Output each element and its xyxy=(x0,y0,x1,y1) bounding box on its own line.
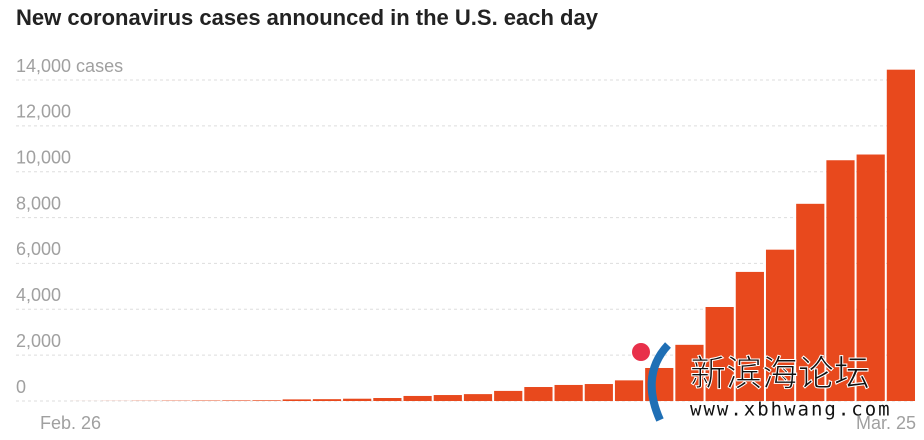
y-tick-label: 12,000 xyxy=(16,102,71,122)
bar xyxy=(222,400,251,401)
bar xyxy=(494,390,523,401)
y-tick-label: 4,000 xyxy=(16,285,61,305)
bar xyxy=(403,395,432,401)
bar xyxy=(252,400,281,401)
y-tick-label: 6,000 xyxy=(16,239,61,259)
x-tick-label: Mar. 25 xyxy=(856,413,916,433)
bar xyxy=(584,384,613,401)
watermark-name: 新滨海论坛 xyxy=(690,353,870,394)
bar xyxy=(675,344,704,401)
bar xyxy=(886,69,915,402)
y-tick-label: 8,000 xyxy=(16,193,61,213)
bar xyxy=(373,398,402,401)
bar xyxy=(312,399,342,401)
bar xyxy=(433,395,462,401)
watermark-dot xyxy=(632,343,650,361)
y-tick-label: 0 xyxy=(16,377,26,397)
bar xyxy=(554,384,583,401)
y-tick-label: 14,000 cases xyxy=(16,56,123,76)
chart-title: New coronavirus cases announced in the U… xyxy=(16,5,599,30)
y-tick-label: 10,000 xyxy=(16,147,71,167)
x-tick-label: Feb. 26 xyxy=(40,413,101,433)
bar xyxy=(796,203,825,401)
watermark-url: www.xbhwang.com xyxy=(690,399,892,421)
bar xyxy=(463,394,493,401)
bar xyxy=(735,271,764,401)
bar xyxy=(524,387,553,401)
bar xyxy=(705,306,734,401)
watermark-swoosh xyxy=(647,342,672,422)
bar xyxy=(343,398,372,401)
bar xyxy=(282,399,311,401)
y-tick-label: 2,000 xyxy=(16,331,61,351)
bar xyxy=(826,160,855,401)
bar xyxy=(614,380,644,401)
bar xyxy=(856,154,885,401)
bar xyxy=(765,249,795,401)
